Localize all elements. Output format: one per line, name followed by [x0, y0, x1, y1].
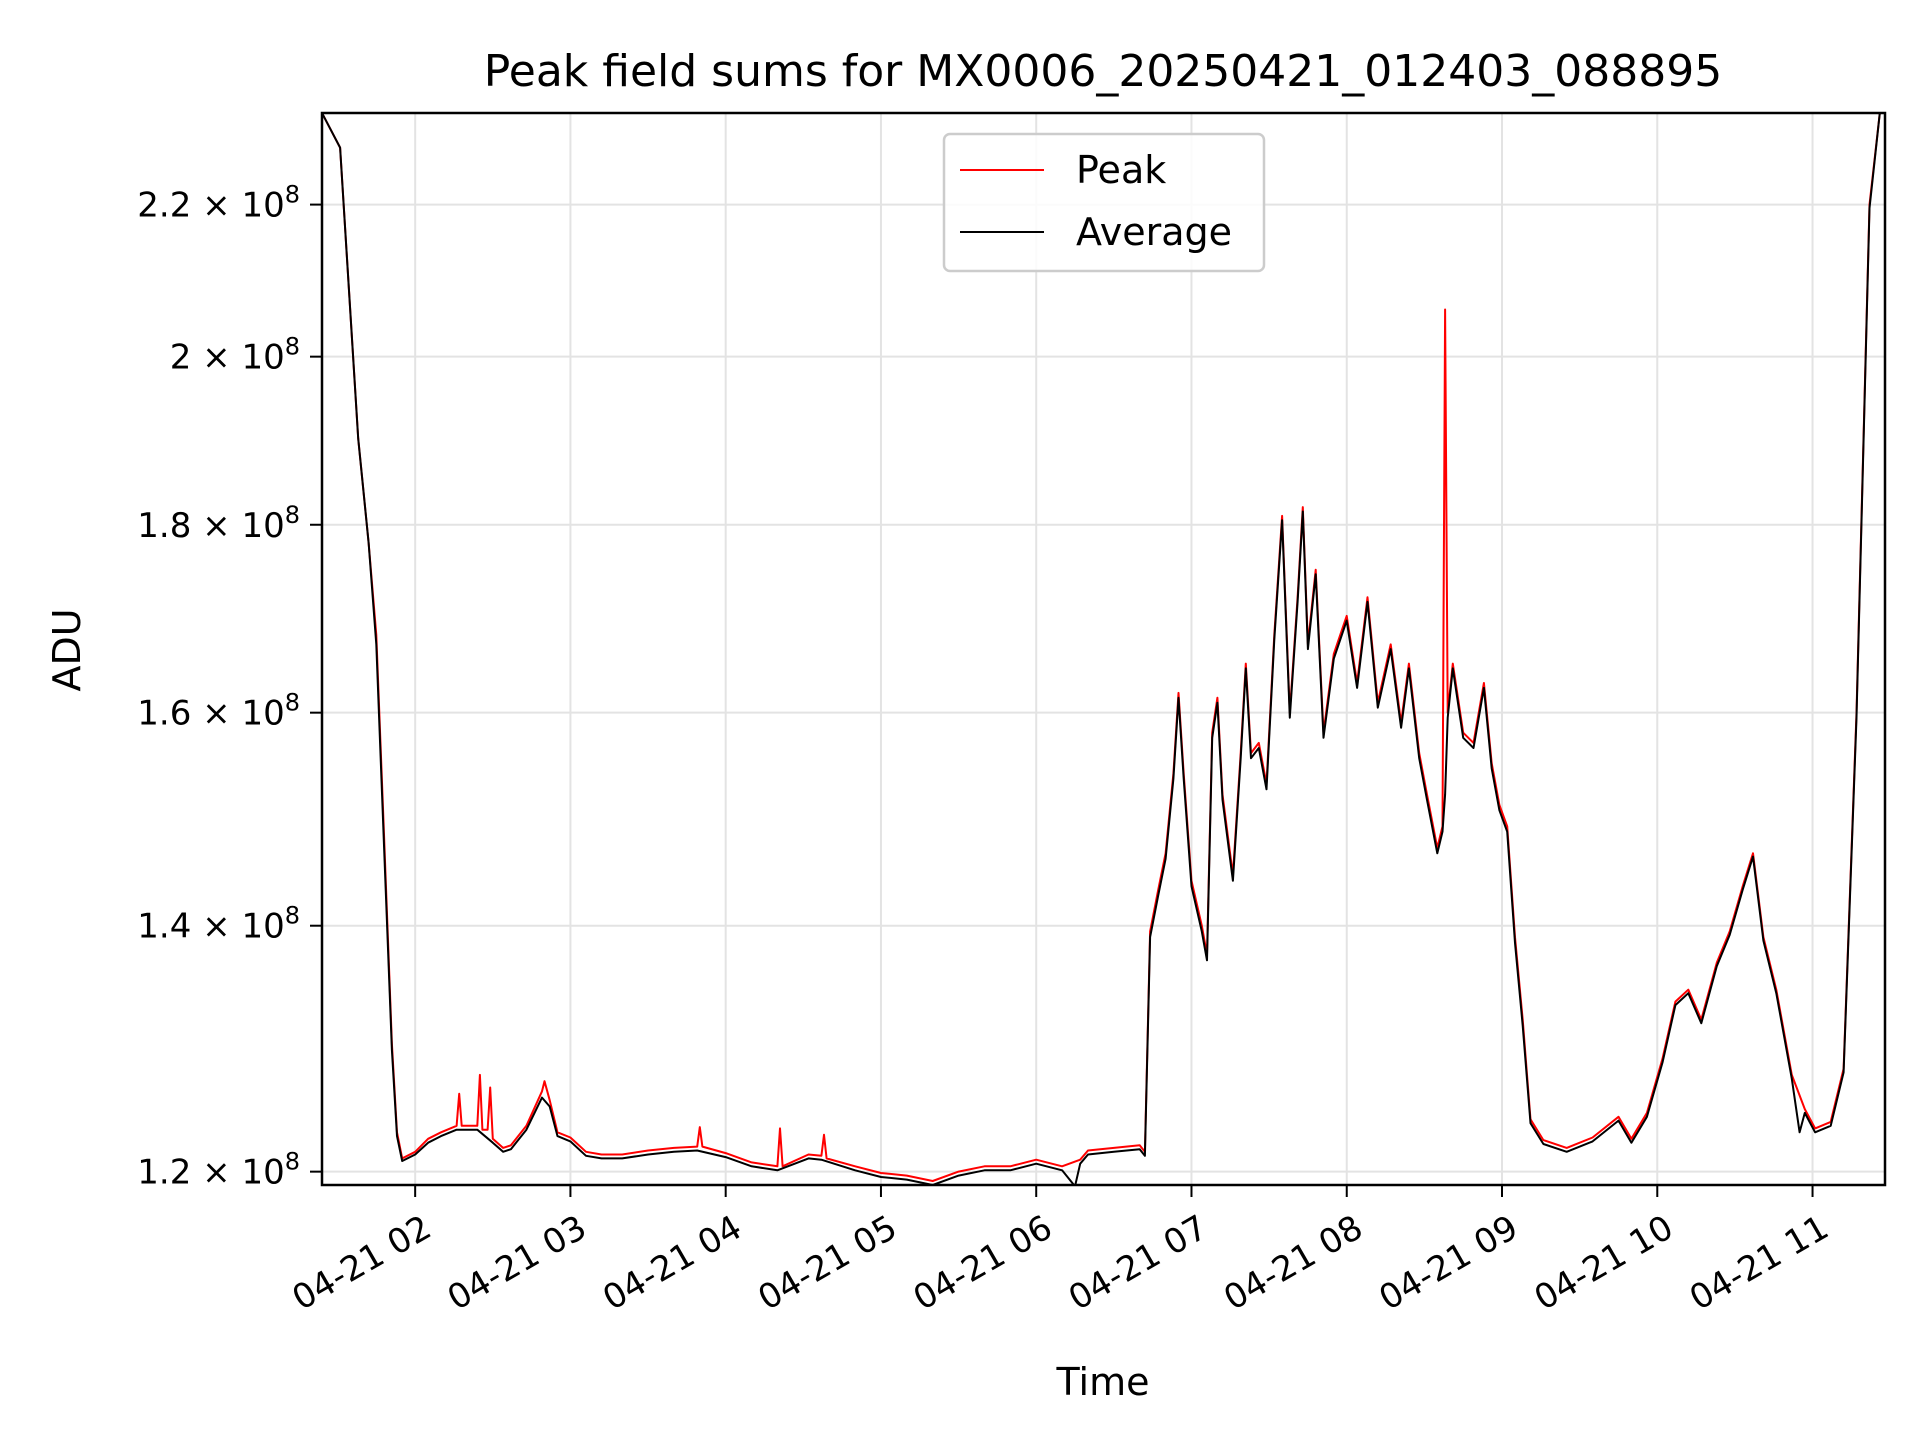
y-tick-exponent: 8	[285, 501, 300, 529]
y-tick-exponent: 8	[285, 1148, 300, 1176]
y-tick-label: 1.8 × 108	[137, 501, 300, 546]
y-tick-exponent: 8	[285, 689, 300, 717]
y-axis-label: ADU	[45, 608, 89, 691]
legend-label-average: Average	[1076, 210, 1232, 254]
y-tick-label: 2 × 108	[170, 333, 300, 378]
y-tick-label: 1.2 × 108	[137, 1148, 300, 1193]
legend: Peak Average	[942, 132, 1266, 273]
plot-frame	[320, 111, 1887, 1187]
y-tick-mantissa: 2 × 10	[170, 338, 285, 378]
y-tick-mantissa: 1.4 × 10	[137, 907, 284, 947]
grid	[322, 113, 1885, 1185]
y-tick-exponent: 8	[285, 181, 300, 209]
y-tick-mantissa: 1.6 × 10	[137, 694, 284, 734]
y-tick-exponent: 8	[285, 902, 300, 930]
legend-frame	[942, 132, 1266, 273]
y-tick-label: 2.2 × 108	[137, 181, 300, 226]
y-tick-mantissa: 1.8 × 10	[137, 506, 284, 546]
y-tick-exponent: 8	[285, 333, 300, 361]
y-tick-label: 1.4 × 108	[137, 902, 300, 947]
series-layer	[322, 113, 1881, 1185]
y-tick-mantissa: 1.2 × 10	[137, 1153, 284, 1193]
chart-title: Peak field sums for MX0006_20250421_0124…	[484, 46, 1722, 97]
y-tick-label: 1.6 × 108	[137, 689, 300, 734]
legend-label-peak: Peak	[1076, 148, 1166, 192]
x-axis-label: Time	[1056, 1360, 1150, 1404]
y-tick-mantissa: 2.2 × 10	[137, 186, 284, 226]
series-line-peak	[322, 113, 1881, 1182]
series-line-average	[322, 113, 1881, 1185]
